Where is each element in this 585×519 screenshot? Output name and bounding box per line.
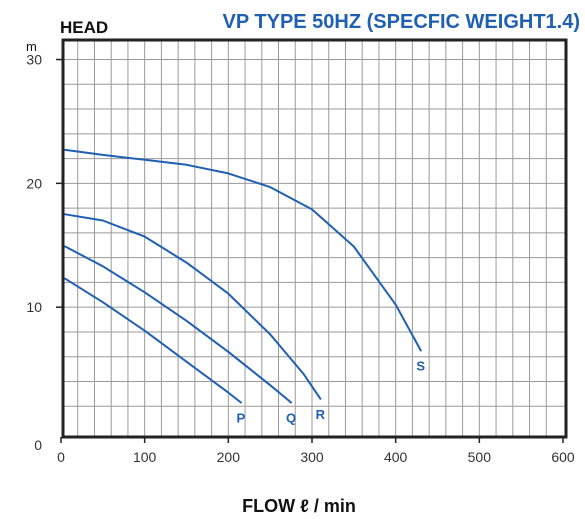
- series-line-p: [64, 277, 242, 404]
- series-line-s: [64, 148, 422, 352]
- axis-ticks: 0 100 200 300 400 500 600 0 10 20 30: [26, 52, 574, 465]
- y-tick-label: 30: [26, 52, 42, 68]
- series-line-r: [64, 213, 322, 400]
- x-tick-label: 0: [57, 449, 65, 465]
- grid: [63, 40, 566, 437]
- y-axis-label: HEAD: [60, 18, 108, 37]
- series-label-r: R: [316, 407, 326, 422]
- y-tick-label: 0: [34, 437, 42, 453]
- plot-frame: [61, 38, 568, 439]
- y-axis-unit: m: [26, 39, 37, 54]
- x-tick-label: 600: [551, 449, 575, 465]
- chart-title: VP TYPE 50HZ (SPECFIC WEIGHT1.4): [223, 11, 580, 33]
- series-label-s: S: [416, 359, 425, 374]
- x-tick-label: 200: [217, 449, 241, 465]
- x-tick-label: 400: [384, 449, 408, 465]
- x-axis-label: FLOW ℓ / min: [242, 496, 356, 516]
- x-tick-label: 300: [300, 449, 324, 465]
- series-line-q: [64, 245, 293, 404]
- series-label-p: P: [237, 411, 246, 426]
- series-group: P Q R S: [64, 148, 425, 426]
- series-label-q: Q: [286, 411, 296, 426]
- y-tick-label: 10: [26, 299, 42, 315]
- x-tick-label: 500: [468, 449, 492, 465]
- y-tick-label: 20: [26, 175, 42, 191]
- x-tick-label: 100: [133, 449, 157, 465]
